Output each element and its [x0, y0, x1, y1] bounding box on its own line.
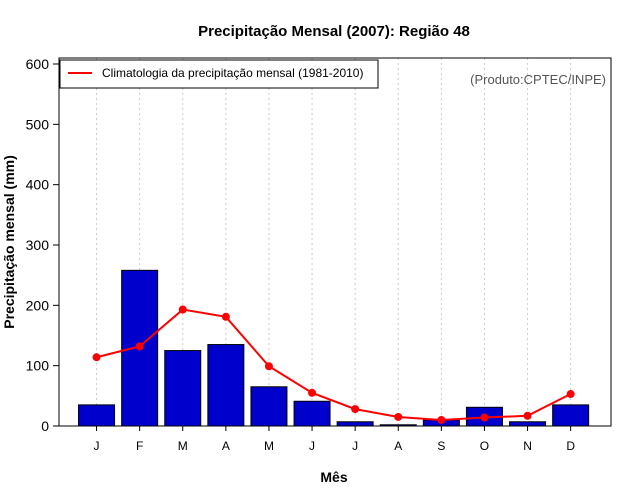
climatology-point	[221, 312, 230, 321]
x-axis-label: Mês	[320, 469, 347, 485]
climatology-point	[264, 362, 273, 371]
x-tick-label: A	[222, 439, 230, 453]
climatology-point	[523, 411, 532, 420]
x-tick-label: D	[566, 439, 575, 453]
bar	[509, 421, 547, 427]
bar	[164, 350, 202, 427]
bars-layer	[78, 269, 590, 427]
climatology-point	[178, 305, 187, 314]
x-tick-label: A	[394, 439, 402, 453]
climatology-point	[394, 412, 403, 421]
y-axis: 0 100 200 300 400 500 600	[26, 56, 59, 434]
climatology-line	[96, 308, 572, 421]
chart-title: Precipitação Mensal (2007): Região 48	[198, 23, 470, 40]
legend-box	[59, 59, 379, 89]
y-tick-label: 100	[26, 358, 50, 374]
y-tick-label: 600	[26, 56, 50, 72]
x-tick-label: F	[136, 439, 143, 453]
plot-frame	[58, 57, 612, 427]
x-tick-label: J	[94, 439, 100, 453]
source-annotation: (Produto:CPTEC/INPE)	[470, 72, 606, 87]
bar	[78, 404, 116, 427]
bar	[552, 404, 590, 427]
climatology-point	[351, 405, 360, 414]
climatology-point	[480, 413, 489, 422]
x-tick-label: S	[437, 439, 445, 453]
x-tick-label: O	[480, 439, 489, 453]
y-tick-label: 0	[41, 418, 49, 434]
x-tick-label: J	[352, 439, 358, 453]
y-tick-label: 200	[26, 297, 50, 313]
y-tick-label: 300	[26, 237, 50, 253]
bar	[293, 400, 331, 427]
climatology-point	[308, 388, 317, 397]
climatology-point	[566, 390, 575, 399]
climatology-point	[135, 342, 144, 351]
bar	[250, 386, 288, 427]
x-tick-label: M	[178, 439, 188, 453]
x-tick-label: J	[309, 439, 315, 453]
y-tick-label: 500	[26, 116, 50, 132]
y-tick-label: 400	[26, 177, 50, 193]
x-tick-label: N	[523, 439, 532, 453]
climatology-line-layer	[92, 305, 575, 424]
bar	[207, 344, 245, 427]
y-axis-label: Precipitação mensal (mm)	[1, 155, 17, 329]
bar	[336, 421, 374, 427]
x-tick-label: M	[264, 439, 274, 453]
climatology-point	[437, 415, 446, 424]
legend-entry-climatology: Climatologia da precipitação mensal (198…	[102, 66, 363, 80]
climatology-point	[92, 353, 101, 362]
legend: Climatologia da precipitação mensal (198…	[59, 59, 379, 89]
